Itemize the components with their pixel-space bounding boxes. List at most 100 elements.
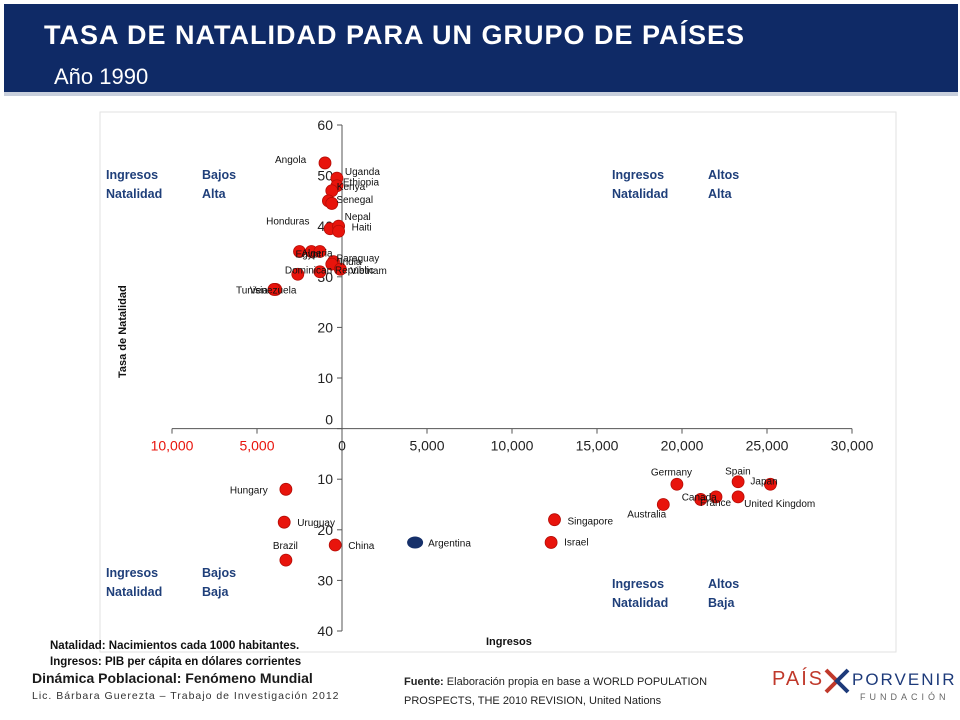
data-point	[332, 224, 346, 238]
data-point	[325, 197, 339, 210]
point-label: Argentina	[428, 538, 471, 549]
x-axis-title: Ingresos	[486, 636, 532, 648]
point-label: Singapore	[568, 517, 614, 528]
point-label: India	[340, 257, 362, 268]
data-point	[277, 515, 291, 529]
footer-source: Fuente: Elaboración propia en base a WOR…	[404, 673, 770, 711]
point-label: Haiti	[352, 222, 372, 233]
point-label: Hungary	[230, 485, 268, 496]
quadrant-tr-income-level: Altos	[708, 168, 739, 182]
data-point	[548, 513, 561, 527]
x-tick-label: 25,000	[746, 438, 789, 454]
axis-ticks: 10,000 5,000 0 5,000 10,000 15,000 20,000 25,00…	[151, 117, 874, 639]
source-text: Elaboración propia en base a WORLD POPUL…	[404, 676, 708, 707]
point-label: Angola	[275, 155, 307, 166]
y-tick-label: 10	[317, 471, 333, 487]
point-label: Honduras	[266, 217, 309, 228]
y-tick-label: 50	[317, 168, 333, 184]
point-label: Kenya	[337, 182, 366, 193]
point-label: Japan	[750, 476, 777, 487]
point-label: Paraguay	[337, 254, 380, 265]
point-label: Brazil	[273, 541, 298, 552]
y-tick-label: 30	[317, 572, 333, 588]
point-label: Australia	[627, 510, 666, 521]
point-label: Nepal	[345, 212, 371, 223]
quadrant-bl-birth: Natalidad	[106, 585, 162, 599]
point-label: Dominican Republic	[285, 266, 374, 277]
quadrant-tl-income: Ingresos	[106, 168, 158, 182]
page-title: TASA DE NATALIDAD PARA UN GRUPO DE PAÍSE…	[44, 20, 746, 50]
quadrant-tl-birth-level: Alta	[202, 187, 227, 201]
y-tick-label: 20	[317, 319, 333, 335]
foundation-logo: PAÍS PORVENIR FUNDACIÓN	[770, 664, 960, 714]
data-point	[328, 538, 342, 552]
quadrant-tl-birth: Natalidad	[106, 187, 162, 201]
y-tick-label: 40	[317, 623, 333, 639]
y-tick-label: 20	[317, 522, 333, 538]
logo-pais-text: PAÍS	[772, 668, 825, 690]
data-point	[656, 498, 670, 511]
point-label: Germany	[651, 467, 692, 478]
point-label: Vietnam	[350, 266, 387, 277]
header-banner: TASA DE NATALIDAD PARA UN GRUPO DE PAÍSE…	[0, 0, 960, 97]
note-income-definition: Ingresos: PIB per cápita en dólares corr…	[50, 656, 302, 668]
plot-area	[99, 111, 897, 653]
x-tick-label: 20,000	[661, 438, 704, 454]
point-label: Canada	[682, 492, 717, 503]
x-tick-label: 15,000	[576, 438, 619, 454]
header-background	[4, 4, 958, 96]
y-tick-label: 60	[317, 117, 333, 133]
page-subtitle: Año 1990	[54, 64, 149, 89]
quadrant-br-birth-level: Baja	[708, 596, 735, 610]
data-point	[764, 477, 777, 491]
point-label: Uruguay	[297, 518, 335, 529]
point-label: Senegal	[336, 195, 373, 206]
x-tick-label: 10,000	[491, 438, 534, 454]
footer-course: Dinámica Poblacional: Fenómeno Mundial	[32, 670, 313, 686]
y-tick-label: 10	[317, 370, 333, 386]
x-tick-label: 0	[338, 438, 346, 454]
point-label: Uganda	[345, 167, 380, 178]
x-tick-label: 30,000	[831, 438, 874, 454]
point-label: Algeria	[301, 249, 333, 260]
x-tick-label: 5,000	[239, 438, 274, 454]
data-point	[267, 283, 281, 296]
point-label: Venezuela	[250, 285, 297, 296]
y-axis-title: Tasa de Natalidad	[117, 285, 129, 378]
data-point	[694, 493, 708, 506]
point-label: Spain	[725, 467, 751, 478]
data-point	[709, 490, 723, 504]
point-argentina	[407, 536, 424, 549]
quadrant-bl-birth-level: Baja	[202, 585, 229, 599]
data-point	[279, 482, 293, 496]
source-label: Fuente:	[404, 676, 444, 688]
data-point	[313, 245, 327, 258]
point-label: China	[348, 541, 375, 552]
point-label: France	[700, 498, 732, 509]
quadrant-tr-birth-level: Alta	[708, 187, 733, 201]
x-tick-label: 5,000	[409, 438, 444, 454]
logo-fundacion-text: FUNDACIÓN	[860, 692, 950, 702]
quadrant-tl-income-level: Bajos	[202, 168, 236, 182]
quadrant-tr-income: Ingresos	[612, 168, 664, 182]
data-point	[731, 475, 745, 489]
data-point	[333, 262, 347, 276]
point-label: Israel	[564, 537, 588, 548]
quadrant-br-birth: Natalidad	[612, 596, 668, 610]
x-tick-label: 10,000	[151, 438, 194, 454]
note-birth-definition: Natalidad: Nacimientos cada 1000 habitan…	[50, 640, 300, 652]
quadrant-br-income: Ingresos	[612, 577, 664, 591]
data-point	[670, 477, 684, 491]
quadrant-br-income-level: Altos	[708, 577, 739, 591]
data-point	[544, 536, 558, 549]
quadrant-tr-birth: Natalidad	[612, 187, 668, 201]
point-label: Ethiopia	[343, 178, 380, 189]
logo-x-icon	[824, 668, 850, 694]
data-point	[731, 490, 745, 504]
point-label: Egypt	[296, 250, 322, 261]
logo-porvenir-text: PORVENIR	[852, 670, 957, 689]
data-point	[318, 156, 332, 170]
point-label: Tunisia	[236, 285, 268, 296]
